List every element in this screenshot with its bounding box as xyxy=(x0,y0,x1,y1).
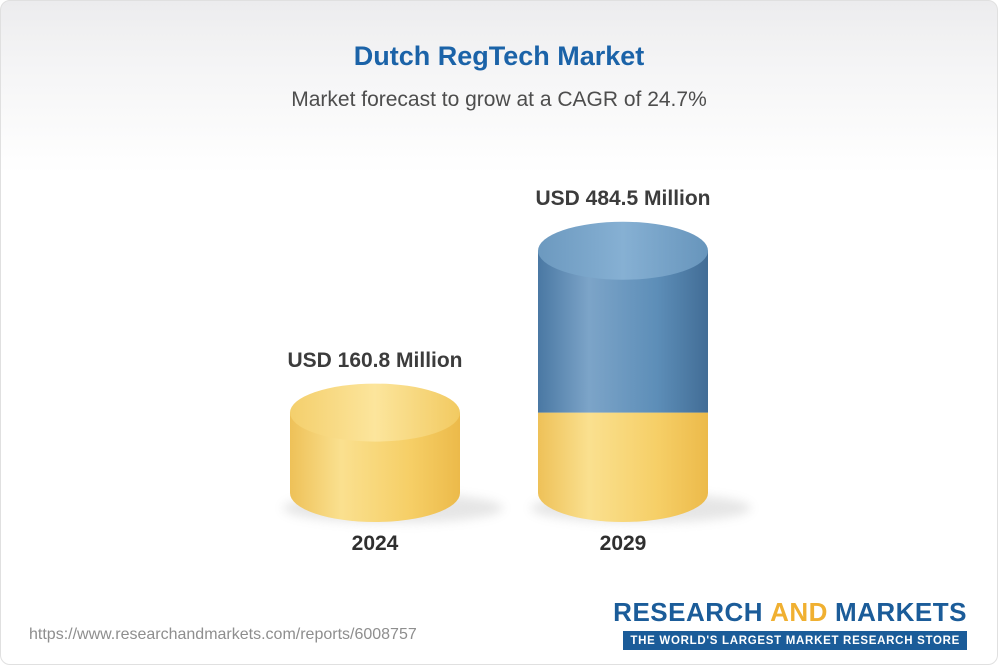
research-and-markets-logo: RESEARCH AND MARKETS THE WORLD'S LARGEST M… xyxy=(613,597,967,650)
value-label-2024: USD 160.8 Million xyxy=(287,348,463,372)
value-label-2029: USD 484.5 Million xyxy=(535,186,711,210)
cylinder-2029-gold-segment xyxy=(538,412,708,493)
logo-word-and: AND xyxy=(770,597,828,627)
page-title: Dutch RegTech Market xyxy=(353,41,645,71)
logo-wordmark: RESEARCH AND MARKETS xyxy=(613,597,967,628)
source-url: https://www.researchandmarkets.com/repor… xyxy=(29,626,417,643)
cylinder-2029-top xyxy=(538,221,708,280)
category-label-2024: 2024 xyxy=(351,532,399,555)
cylinder-2024-top xyxy=(290,383,460,442)
chart-subtitle: Market forecast to grow at a CAGR of 24.… xyxy=(291,88,707,111)
logo-word-markets: MARKETS xyxy=(834,597,967,627)
category-label-2029: 2029 xyxy=(599,532,647,555)
logo-tagline: THE WORLD'S LARGEST MARKET RESEARCH STOR… xyxy=(623,631,967,650)
logo-word-research: RESEARCH xyxy=(613,597,764,627)
cylinder-bars xyxy=(283,221,751,523)
